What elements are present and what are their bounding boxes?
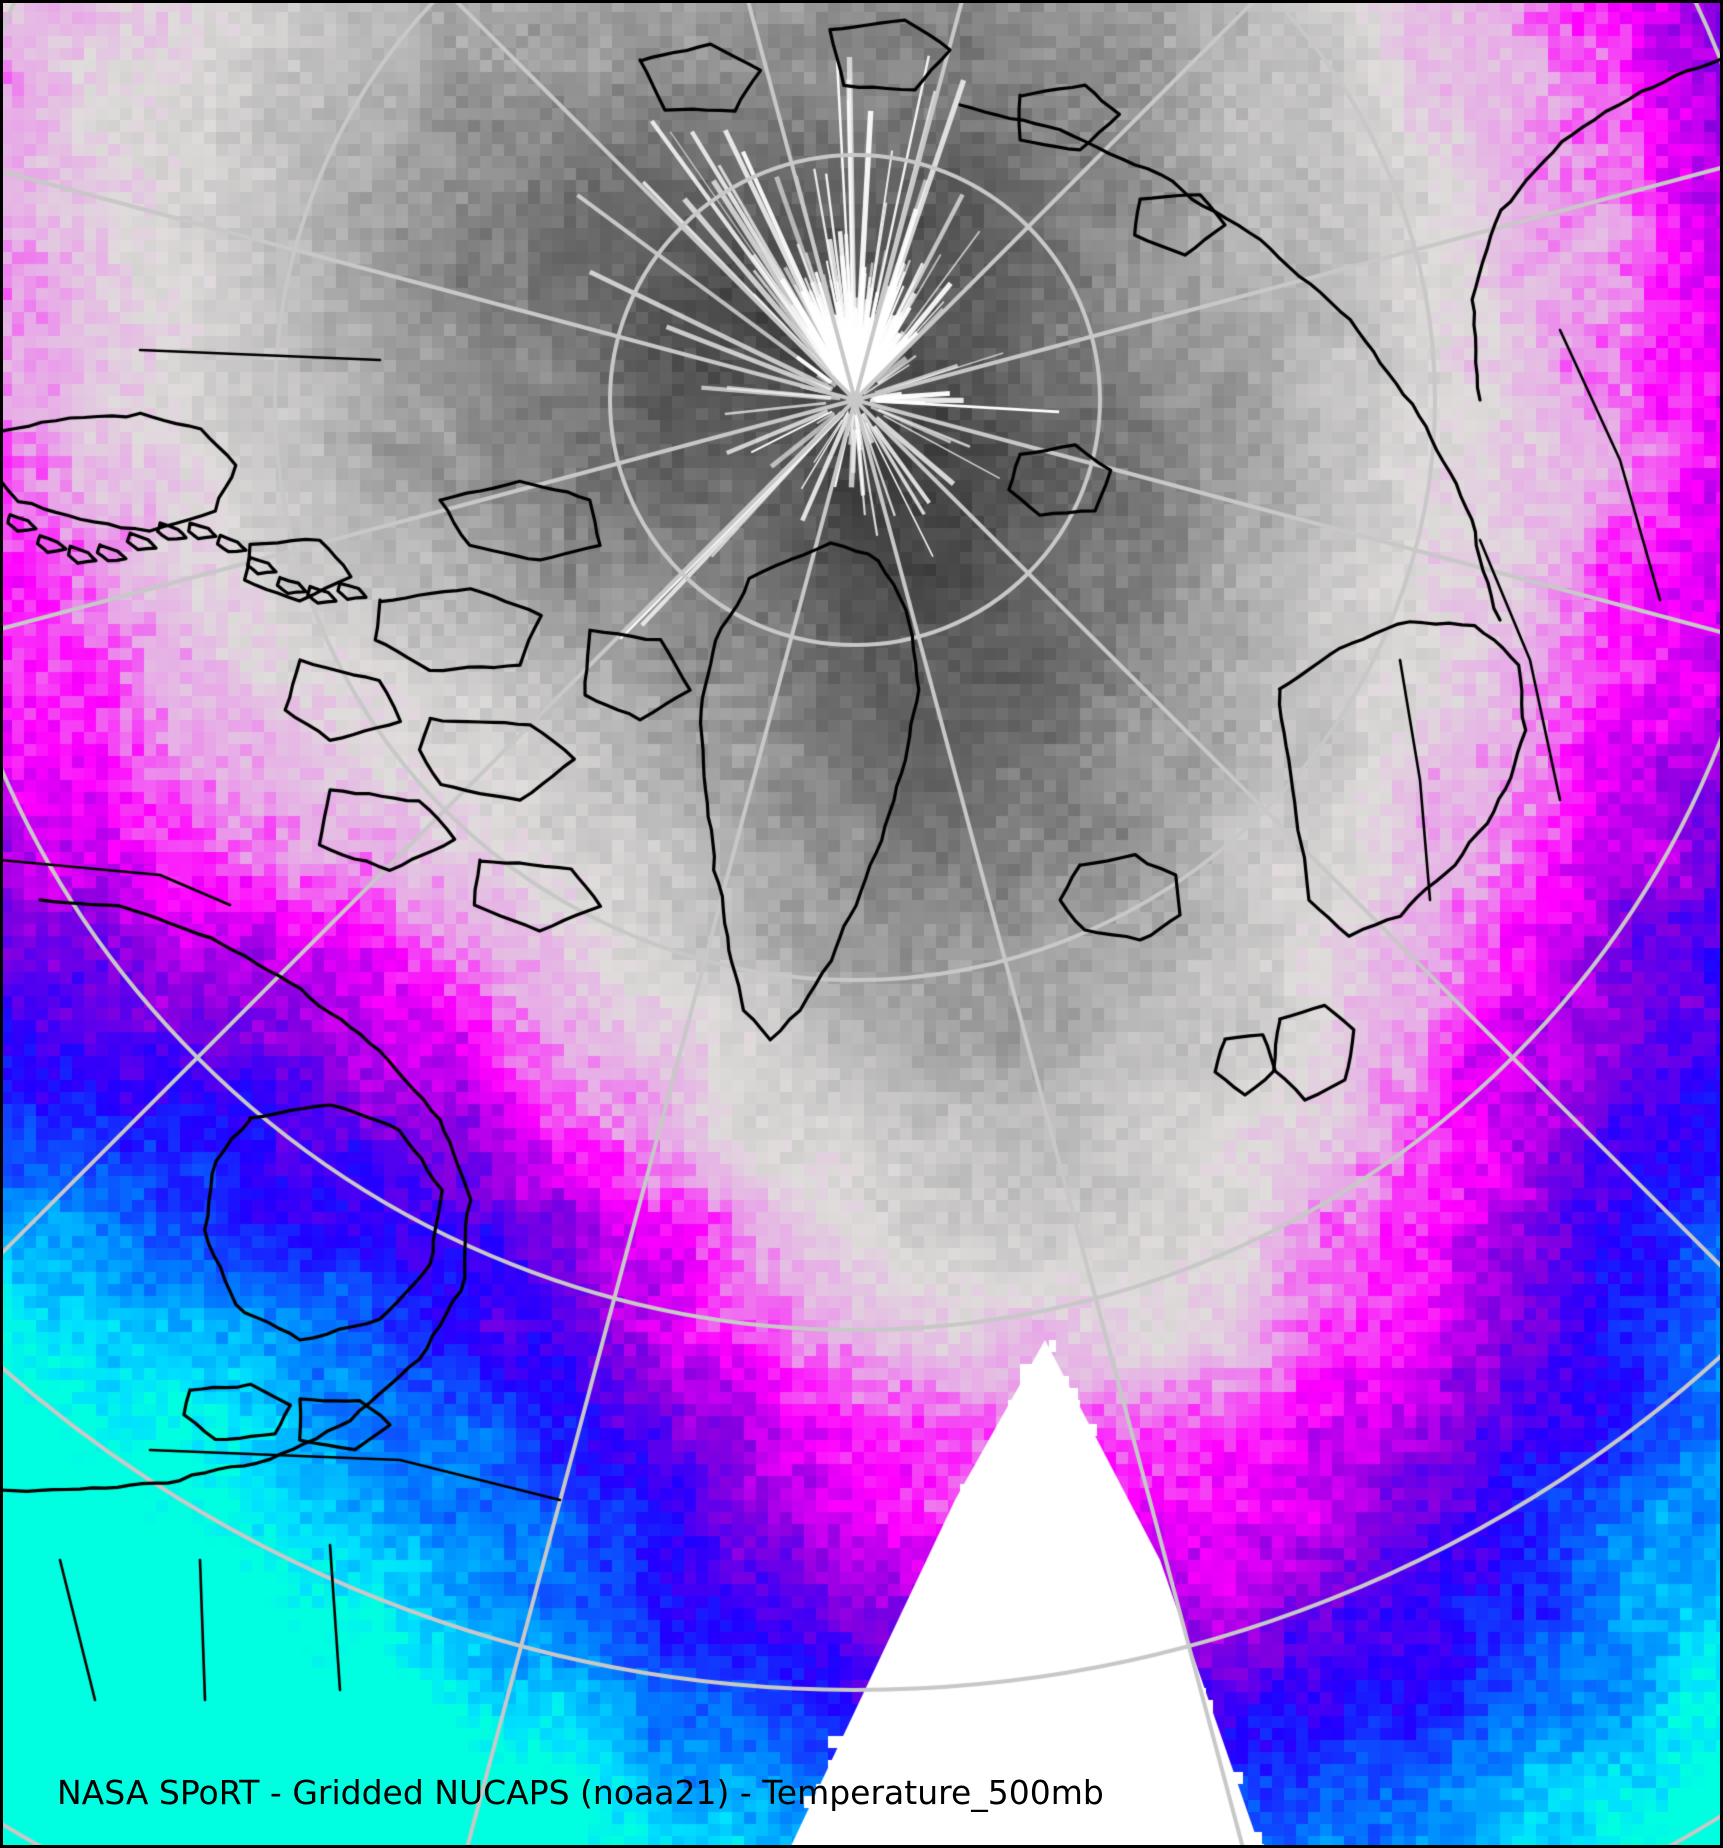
caption-product-line: NASA SPoRT - Gridded NUCAPS (noaa21) - T… [57, 1773, 1104, 1813]
map-caption: NASA SPoRT - Gridded NUCAPS (noaa21) - T… [57, 1735, 1104, 1848]
